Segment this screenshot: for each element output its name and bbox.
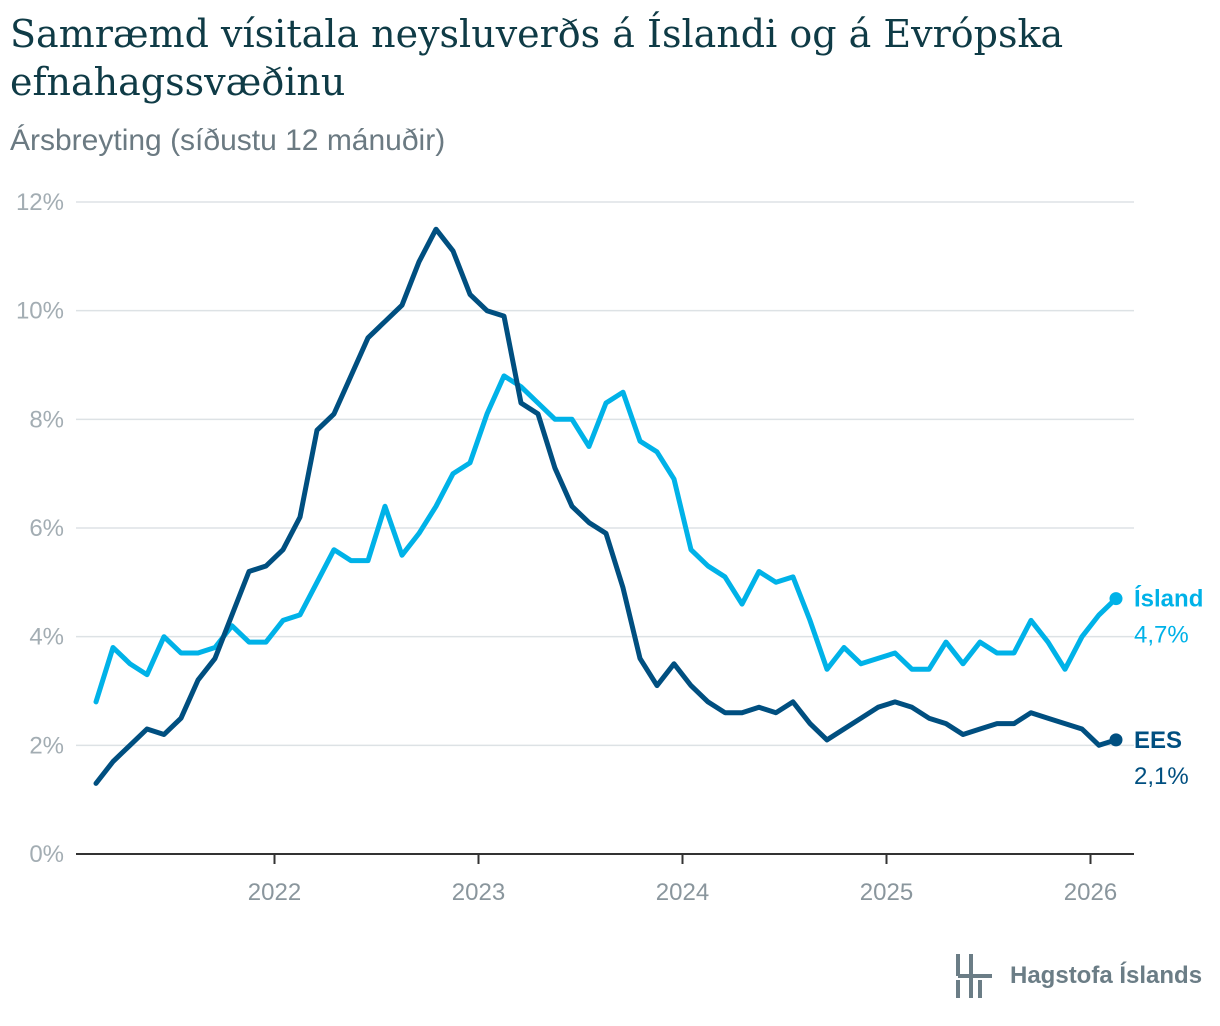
x-tick-label: 2026: [1064, 879, 1117, 906]
x-tick-label: 2025: [860, 879, 913, 906]
series-lines: [93, 226, 1123, 786]
brand-name: Hagstofa Íslands: [1010, 962, 1203, 989]
series-end-point-island: [1109, 592, 1123, 606]
y-tick-label: 2%: [29, 732, 64, 759]
end-label-value-ees: 2,1%: [1134, 763, 1189, 790]
x-tick-label: 2022: [248, 879, 301, 906]
end-label-value-island: 4,7%: [1134, 622, 1189, 649]
x-tick-label: 2023: [452, 879, 505, 906]
series-line-ees: [93, 226, 1119, 786]
end-label-name-ees: EES: [1134, 727, 1182, 754]
grid-lines: [76, 201, 1134, 747]
end-labels: Ísland 4,7% EES 2,1%: [1134, 585, 1203, 790]
hagstofa-logo-icon: [956, 954, 992, 998]
y-tick-label: 0%: [29, 841, 64, 868]
brand-logo: Hagstofa Íslands: [948, 952, 1208, 1002]
x-axis: 2022 2023 2024 2025 2026: [76, 853, 1134, 906]
y-axis-tick-labels: 0% 2% 4% 6% 8% 10% 12%: [16, 189, 64, 868]
y-tick-label: 4%: [29, 624, 64, 651]
y-tick-label: 6%: [29, 515, 64, 542]
series-end-point-ees: [1109, 733, 1123, 747]
y-tick-label: 8%: [29, 406, 64, 433]
chart-title: Samræmd vísitala neysluverðs á Íslandi o…: [10, 12, 1064, 104]
y-tick-label: 12%: [16, 189, 64, 216]
end-label-name-island: Ísland: [1134, 585, 1203, 613]
y-tick-label: 10%: [16, 298, 64, 325]
chart-subtitle: Ársbreyting (síðustu 12 mánuðir): [10, 124, 446, 157]
series-line-island: [93, 373, 1119, 705]
x-tick-label: 2024: [656, 879, 709, 906]
